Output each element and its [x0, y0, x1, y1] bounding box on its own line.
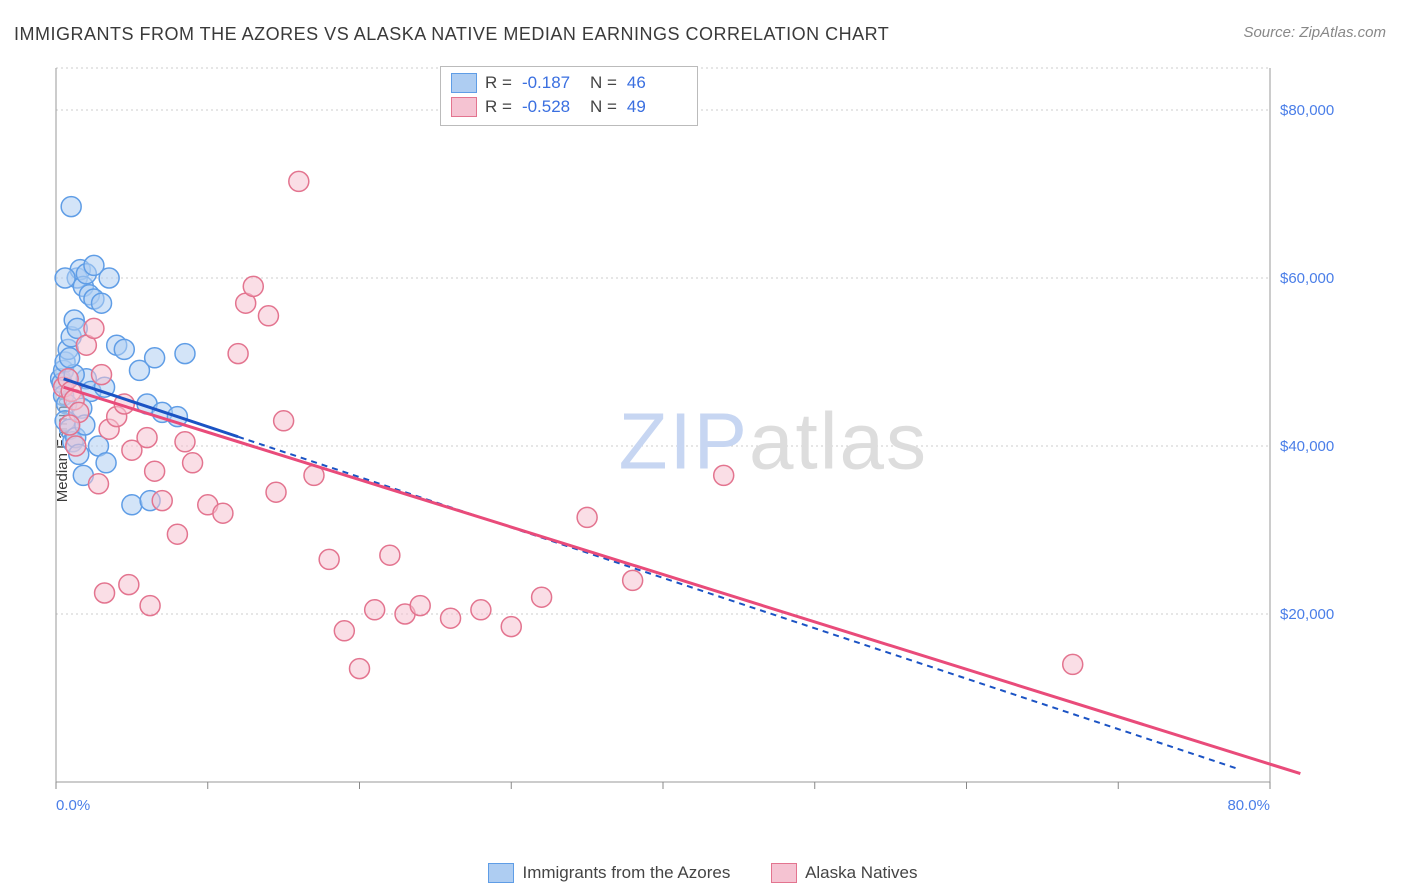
r-value-alaska: -0.528 — [522, 97, 582, 117]
svg-text:0.0%: 0.0% — [56, 797, 90, 814]
legend-label-alaska: Alaska Natives — [805, 863, 917, 883]
svg-text:$80,000: $80,000 — [1280, 102, 1334, 119]
r-label: R = — [485, 97, 512, 117]
chart-title: IMMIGRANTS FROM THE AZORES VS ALASKA NAT… — [14, 24, 889, 45]
n-label: N = — [590, 73, 617, 93]
series-legend: Immigrants from the Azores Alaska Native… — [0, 863, 1406, 888]
svg-text:80.0%: 80.0% — [1227, 797, 1270, 814]
svg-text:$40,000: $40,000 — [1280, 438, 1334, 455]
stats-row-alaska: R = -0.528 N = 49 — [451, 95, 687, 119]
source-label: Source: ZipAtlas.com — [1243, 24, 1386, 41]
legend-swatch-azores — [488, 863, 514, 883]
n-value-azores: 46 — [627, 73, 687, 93]
svg-text:$20,000: $20,000 — [1280, 606, 1334, 623]
svg-text:$60,000: $60,000 — [1280, 270, 1334, 287]
legend-item-alaska: Alaska Natives — [771, 863, 917, 883]
stats-row-azores: R = -0.187 N = 46 — [451, 71, 687, 95]
n-label: N = — [590, 97, 617, 117]
chart-container: IMMIGRANTS FROM THE AZORES VS ALASKA NAT… — [0, 0, 1406, 892]
legend-item-azores: Immigrants from the Azores — [488, 863, 730, 883]
r-label: R = — [485, 73, 512, 93]
legend-label-azores: Immigrants from the Azores — [522, 863, 730, 883]
plot-svg: $20,000 $40,000 $60,000 $80,000 0.0% 80.0% — [50, 62, 1350, 822]
n-value-alaska: 49 — [627, 97, 687, 117]
swatch-alaska — [451, 97, 477, 117]
legend-swatch-alaska — [771, 863, 797, 883]
r-value-azores: -0.187 — [522, 73, 582, 93]
stats-legend: R = -0.187 N = 46 R = -0.528 N = 49 — [440, 66, 698, 126]
swatch-azores — [451, 73, 477, 93]
